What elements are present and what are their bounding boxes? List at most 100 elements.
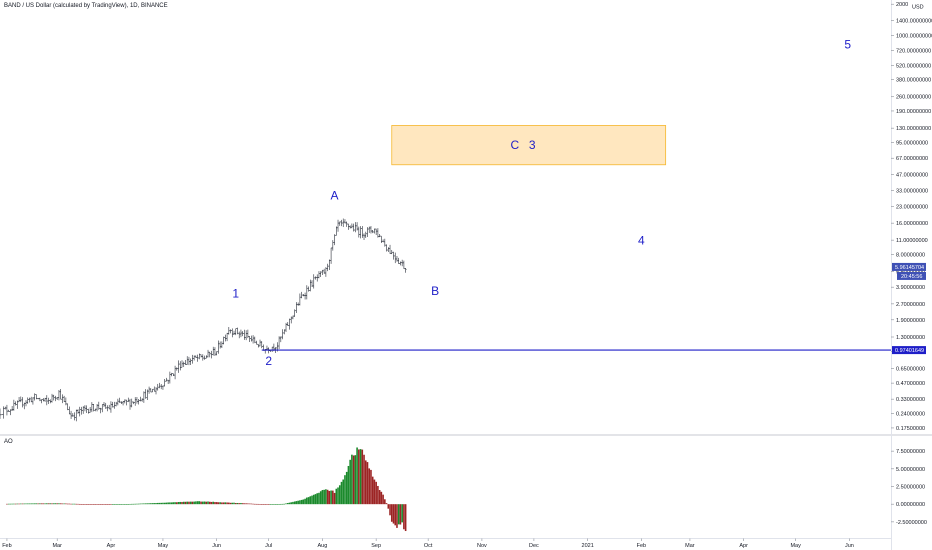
time-axis[interactable]: Feb Mar Apr May Jun Jul Aug Sep Oct Nov Dec 2021 Feb… (0, 538, 891, 550)
candle (271, 346, 274, 352)
ao-bar (290, 502, 293, 505)
candle (42, 398, 45, 402)
ao-bar (200, 501, 202, 505)
candle (33, 393, 36, 401)
candle (186, 356, 189, 365)
candle (392, 251, 395, 260)
candle (52, 394, 55, 401)
ao-bar (323, 489, 325, 505)
ao-bar (271, 504, 273, 505)
ao-histogram (6, 447, 407, 532)
ao-bar (314, 494, 317, 505)
candle (378, 234, 381, 238)
ao-bar (58, 503, 60, 505)
candle (345, 221, 348, 227)
ao-bar (245, 503, 247, 505)
candle (70, 410, 73, 419)
candle (305, 285, 308, 300)
candle (278, 336, 281, 349)
candle (184, 360, 187, 365)
ao-bar (169, 502, 171, 505)
candle (376, 228, 379, 238)
candle (319, 271, 322, 277)
time-tick-label: Apr (739, 543, 748, 549)
ao-bar (186, 501, 189, 505)
highlight-zone[interactable] (391, 125, 667, 166)
candle (30, 396, 33, 403)
candle (297, 302, 300, 306)
ao-bar (94, 504, 97, 505)
wave-label-1[interactable]: 1 (232, 287, 239, 301)
price-tick-label: 3.90000000 (896, 285, 925, 291)
price-tick-label: 1400.00000000 (896, 18, 932, 24)
ao-bar (288, 502, 291, 505)
candle (163, 379, 166, 387)
wave-label-8[interactable]: 5 (844, 38, 851, 52)
ao-bar (106, 504, 109, 505)
wave-label-6[interactable]: 3 (529, 138, 536, 152)
ao-bar (11, 503, 13, 505)
candle (279, 336, 282, 343)
candle (68, 406, 71, 415)
price-tick-label: 0.47000000 (896, 381, 925, 387)
wave-label-7[interactable]: 4 (638, 233, 645, 247)
ao-tick-label: 7.50000000 (896, 449, 925, 455)
ao-bar (337, 487, 339, 505)
elliott-wave-labels[interactable]: 1 2 A B C 3 4 5 (232, 38, 851, 368)
awesome-oscillator-pane[interactable] (6, 447, 407, 532)
price-tick-label: 95.00000000 (896, 140, 928, 146)
ao-bar (228, 502, 230, 505)
ao-bar (118, 504, 121, 505)
ao-bar (87, 504, 90, 505)
candle (174, 365, 177, 380)
candle (161, 385, 164, 390)
candle (364, 231, 367, 238)
candle (286, 322, 289, 326)
candle (248, 336, 251, 342)
ao-bar (160, 502, 163, 505)
support-price-badge: 0.97401649 (892, 346, 926, 355)
candle (19, 396, 22, 403)
ao-bar (129, 503, 131, 505)
wave-label-5[interactable]: C (511, 138, 520, 152)
main-price-pane[interactable]: 1 2 A B C 3 4 5 (0, 38, 891, 422)
ao-bar (195, 501, 197, 505)
candle (366, 227, 369, 238)
candle (207, 349, 210, 358)
candle (241, 331, 244, 337)
ao-bar (65, 503, 67, 505)
ao-bar (21, 503, 24, 505)
ao-bar (352, 455, 355, 505)
wave-label-4[interactable]: B (431, 284, 439, 298)
ao-bar (318, 492, 320, 505)
price-axis[interactable]: 2000 1400.00000000 1000.00000000 720.000000… (891, 0, 932, 550)
last-price-badge: 5.96145704 (892, 262, 926, 271)
ao-bar (148, 503, 150, 505)
wave-label-3[interactable]: A (331, 188, 339, 202)
ao-bar (82, 504, 85, 505)
wave-label-2[interactable]: 2 (265, 354, 272, 368)
ao-bar (89, 504, 91, 505)
candle (314, 276, 317, 280)
candle (97, 401, 100, 410)
ao-bar (16, 503, 19, 505)
candle (337, 219, 340, 232)
ao-bar (101, 504, 104, 505)
price-tick-label: 0.17500000 (896, 426, 925, 432)
ao-bar (85, 504, 88, 505)
ao-bar (375, 481, 377, 505)
candle (217, 340, 220, 354)
candle (45, 395, 48, 406)
candle (172, 373, 175, 377)
candle (130, 398, 133, 408)
ao-bar (325, 489, 327, 505)
ao-bar (188, 501, 190, 505)
ao-bar (349, 459, 351, 505)
ao-bar (104, 504, 107, 505)
price-tick-label: 16.00000000 (896, 221, 928, 227)
ao-bar (247, 503, 249, 505)
candle (311, 280, 314, 287)
candle (132, 401, 135, 405)
candle (101, 404, 104, 413)
